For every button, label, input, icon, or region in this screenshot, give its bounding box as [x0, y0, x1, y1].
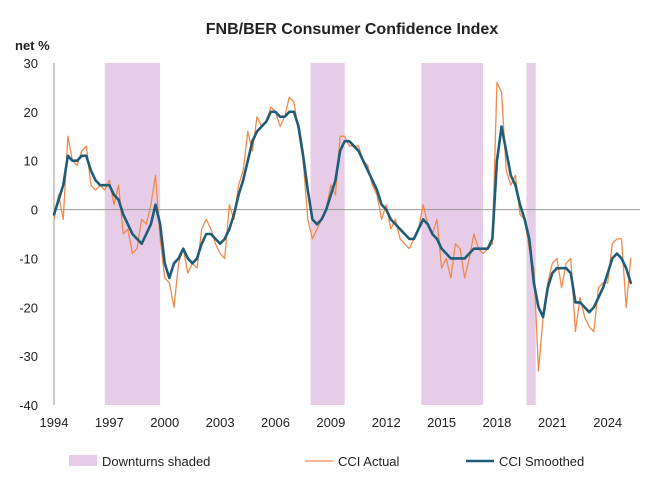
- legend: Downturns shaded CCI Actual CCI Smoothed: [69, 454, 584, 469]
- x-tick-label: 1997: [95, 415, 124, 430]
- x-tick-label: 2003: [206, 415, 235, 430]
- legend-item-3: CCI Smoothed: [466, 454, 584, 469]
- x-tick-label: 1994: [40, 415, 69, 430]
- y-tick-label: 10: [24, 154, 38, 169]
- x-tick-label: 2024: [593, 415, 622, 430]
- axes-layer: [53, 63, 640, 405]
- y-tick-label: -40: [19, 398, 38, 413]
- x-tick-label: 2000: [150, 415, 179, 430]
- y-tick-label: 0: [31, 203, 38, 218]
- x-tick-label: 2012: [372, 415, 401, 430]
- y-tick-label: 30: [24, 56, 38, 71]
- chart-title: FNB/BER Consumer Confidence Index: [206, 21, 499, 38]
- x-tick-label: 2006: [261, 415, 290, 430]
- cci-smoothed-line: [52, 110, 633, 319]
- x-tick-label: 2015: [427, 415, 456, 430]
- x-tick-label: 2009: [316, 415, 345, 430]
- y-tick-label: -20: [19, 300, 38, 315]
- legend-label: CCI Actual: [338, 454, 400, 469]
- downturn-band-4: [526, 63, 536, 405]
- y-axis-label: net %: [15, 38, 50, 53]
- legend-label: Downturns shaded: [102, 454, 210, 469]
- legend-swatch-shading: [69, 455, 97, 466]
- legend-item-1: Downturns shaded: [69, 454, 210, 469]
- x-tick-label: 2021: [538, 415, 567, 430]
- legend-item-2: CCI Actual: [305, 454, 400, 469]
- downturn-band-2: [310, 63, 345, 405]
- x-tick-label: 2018: [482, 415, 511, 430]
- y-tick-label: 20: [24, 105, 38, 120]
- y-tick-label: -30: [19, 349, 38, 364]
- series-lines-layer: [52, 81, 633, 372]
- legend-label: CCI Smoothed: [499, 454, 584, 469]
- y-tick-label: -10: [19, 251, 38, 266]
- downturn-shading-layer: [104, 63, 536, 405]
